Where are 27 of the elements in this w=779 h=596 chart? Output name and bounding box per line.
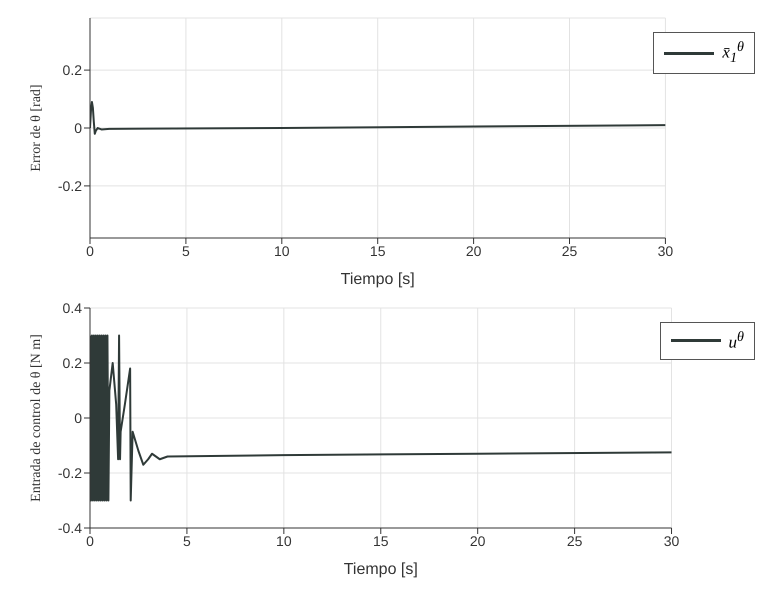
x-tick-label: 0 <box>86 532 94 549</box>
y-tick-label: 0.2 <box>62 354 82 371</box>
x-tick-label: 30 <box>664 532 680 549</box>
x-tick-label: 10 <box>274 242 290 259</box>
x-tick-label: 20 <box>466 242 482 259</box>
x-tick-label: 20 <box>470 532 486 549</box>
y-tick-label: -0.4 <box>58 520 82 536</box>
y-tick-label: -0.2 <box>58 178 82 194</box>
y-axis-title: Error de θ [rad] <box>29 84 44 172</box>
x-axis-title: Tiempo [s] <box>340 271 415 288</box>
x-tick-label: 15 <box>372 532 389 549</box>
x-tick-label: 15 <box>370 242 386 259</box>
x-tick-label: 5 <box>182 242 190 259</box>
x-tick-label: 0 <box>86 242 94 259</box>
y-tick-label: 0 <box>74 120 82 136</box>
y-tick-label: -0.2 <box>58 464 82 481</box>
x-tick-label: 30 <box>658 242 674 259</box>
x-axis-title: Tiempo [s] <box>344 561 418 578</box>
x-tick-label: 25 <box>566 532 583 549</box>
y-tick-label: 0.2 <box>62 62 82 78</box>
x-tick-label: 10 <box>276 532 292 549</box>
y-tick-label: 0.4 <box>62 300 82 316</box>
y-axis-title: Entrada de control de θ [N m] <box>29 334 44 502</box>
legend-label: u$^{θ}$ <box>728 329 744 353</box>
x-tick-label: 25 <box>562 242 578 259</box>
x-tick-label: 5 <box>183 532 192 549</box>
y-tick-label: 0 <box>74 410 82 426</box>
